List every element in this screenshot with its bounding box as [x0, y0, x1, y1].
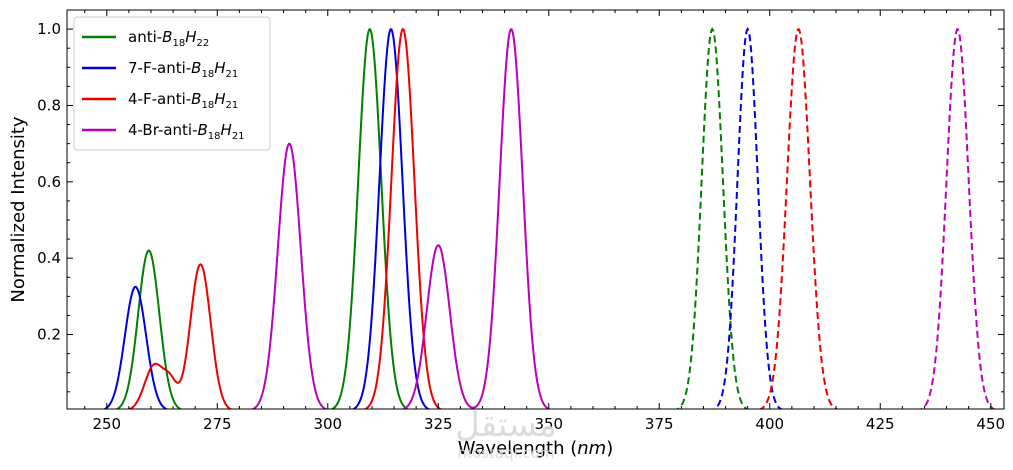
x-tick-label: 375: [645, 415, 674, 433]
legend: anti-B18H22 7-F-anti-B18H21 4-F-anti-B18H2…: [73, 16, 271, 151]
x-tick-label: 300: [313, 415, 342, 433]
absorption-line-3: [250, 28, 552, 409]
legend-label-3: 4-Br-anti-B18H21: [128, 121, 245, 142]
x-tick-label: 350: [534, 415, 563, 433]
x-tick-label: 275: [203, 415, 232, 433]
y-tick-label: 0.4: [37, 249, 61, 267]
legend-label-0: anti-B18H22: [128, 28, 209, 49]
emission-line-3: [919, 28, 996, 409]
absorption-line-2: [127, 27, 444, 409]
plot-frame: [66, 9, 1005, 410]
absorption-line-1: [102, 28, 432, 409]
absorption-line-0: [114, 28, 410, 409]
watermark-sub: mostaql.com: [457, 444, 554, 462]
watermark: مستقل mostaql.com: [455, 405, 557, 462]
y-tick-label: 1.0: [37, 20, 61, 38]
legend-label-2: 4-F-anti-B18H21: [128, 90, 238, 111]
legend-box: [73, 16, 271, 151]
series-layer: [102, 27, 996, 409]
emission-line-1: [712, 27, 784, 409]
y-tick-label: 0.6: [37, 173, 61, 191]
x-axis-label: Wavelength (nm): [458, 438, 614, 459]
legend-label-1: 7-F-anti-B18H21: [128, 59, 238, 80]
y-tick-label: 0.8: [37, 96, 61, 114]
x-tick-label: 325: [424, 415, 453, 433]
x-tick-label: 400: [755, 415, 784, 433]
emission-line-0: [675, 27, 750, 409]
x-tick-label: 425: [866, 415, 895, 433]
ticks-layer: 250 275 300 325 350 375 400 425 450 0.2 0.4 0.6 0.8 1…: [37, 9, 1005, 433]
emission-line-2: [758, 28, 839, 409]
watermark-main: مستقل: [455, 405, 557, 445]
x-tick-label: 450: [976, 415, 1005, 433]
y-tick-label: 0.2: [37, 326, 61, 344]
x-tick-label: 250: [92, 415, 121, 433]
y-axis-label: Normalized Intensity: [8, 116, 29, 302]
